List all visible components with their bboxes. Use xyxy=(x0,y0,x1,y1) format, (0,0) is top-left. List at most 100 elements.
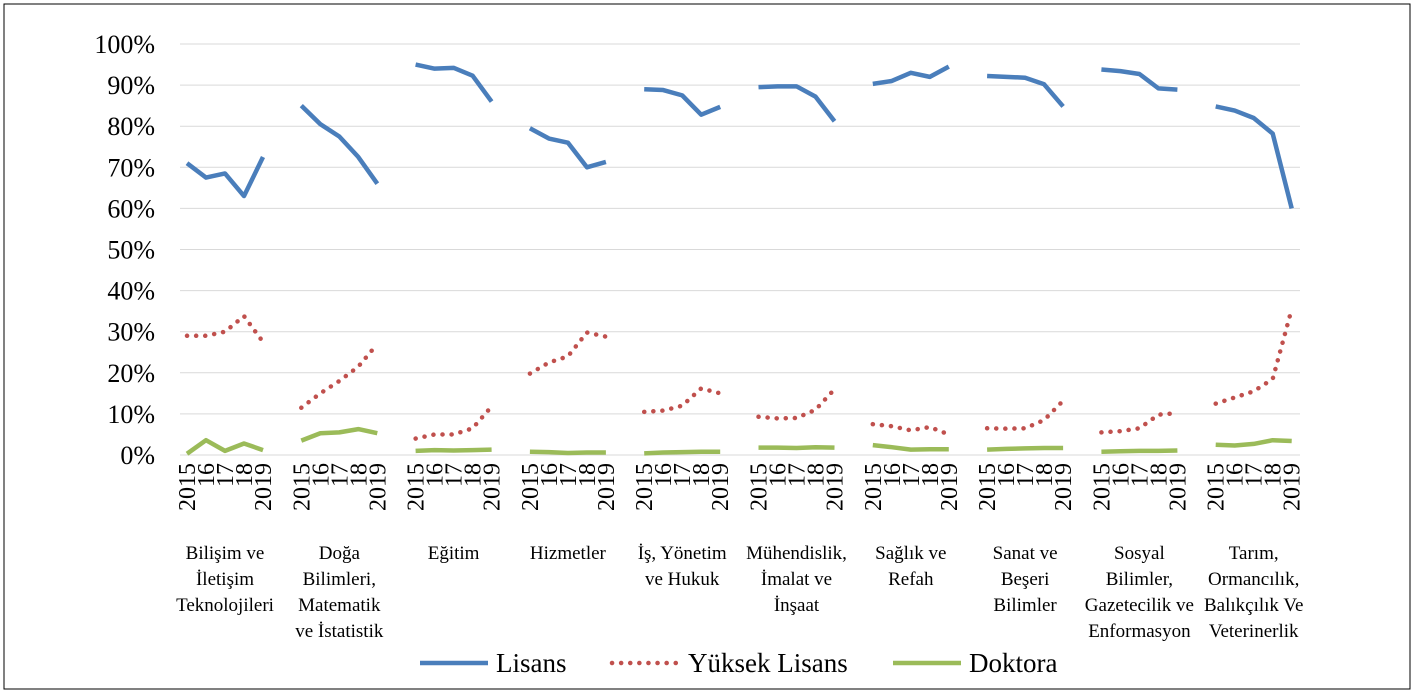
x-tick-label: 16 xyxy=(1223,463,1249,487)
group-label: Sanat ve xyxy=(993,543,1058,564)
series-line xyxy=(529,449,606,456)
y-tick-label: 70% xyxy=(107,153,155,182)
series-line xyxy=(1215,437,1292,448)
group-label: Gazetecilik ve xyxy=(1085,595,1194,616)
x-tick-label: 2019 xyxy=(937,463,963,511)
x-tick-label: 17 xyxy=(1242,463,1268,487)
x-tick-label: 2019 xyxy=(708,463,734,511)
x-tick-label: 18 xyxy=(689,463,715,487)
x-tick-label: 17 xyxy=(556,463,582,487)
x-tick-label: 18 xyxy=(346,463,372,487)
x-tick-label: 18 xyxy=(1261,463,1287,487)
series-line xyxy=(415,447,492,454)
group-label: Refah xyxy=(888,569,934,590)
series-line xyxy=(758,444,835,451)
series-line xyxy=(185,437,264,456)
group-label: Veterinerlik xyxy=(1209,621,1299,642)
legend-label: Yüksek Lisans xyxy=(688,648,848,678)
series-line xyxy=(1101,67,1178,92)
series-line xyxy=(984,398,1066,431)
x-tick-label: 2015 xyxy=(861,463,887,511)
group-label: ve Hukuk xyxy=(645,569,720,590)
group-label: Enformasyon xyxy=(1088,621,1191,642)
series-line xyxy=(415,62,494,103)
series-line xyxy=(872,442,949,452)
x-tick-label: 2015 xyxy=(975,463,1001,511)
x-tick-label: 17 xyxy=(670,463,696,487)
x-tick-label: 16 xyxy=(537,463,563,487)
series-line xyxy=(644,449,721,456)
x-tick-label: 2019 xyxy=(1280,463,1306,511)
x-tick-label: 2015 xyxy=(1204,463,1230,511)
x-tick-label: 18 xyxy=(1146,463,1172,487)
x-tick-label: 16 xyxy=(423,463,449,487)
group-label: Doğa xyxy=(319,543,361,564)
x-tick-label: 18 xyxy=(575,463,601,487)
group-label: Ormancılık, xyxy=(1208,569,1299,590)
x-tick-label: 17 xyxy=(785,463,811,487)
y-tick-label: 20% xyxy=(107,359,155,388)
y-tick-label: 80% xyxy=(107,112,155,141)
group-label: Bilimler, xyxy=(1106,569,1173,590)
group-label: İnşaat xyxy=(774,595,820,616)
x-tick-label: 2015 xyxy=(404,463,430,511)
series-line xyxy=(185,156,266,199)
x-tick-label: 17 xyxy=(442,463,468,487)
group-label: Bilimleri, xyxy=(303,569,376,590)
x-tick-label: 18 xyxy=(461,463,487,487)
series-line xyxy=(184,312,266,345)
series-line xyxy=(299,104,380,186)
series-line xyxy=(872,64,950,87)
group-label: ve İstatistik xyxy=(295,621,384,642)
series-line xyxy=(1099,410,1180,435)
group-label: Eğitim xyxy=(428,543,480,564)
x-tick-label: 2015 xyxy=(175,463,201,511)
x-tick-label: 2019 xyxy=(823,463,849,511)
x-tick-label: 17 xyxy=(213,463,239,487)
series-line xyxy=(641,385,723,415)
x-tick-label: 17 xyxy=(327,463,353,487)
series-line xyxy=(300,426,378,443)
y-tick-label: 40% xyxy=(107,277,155,306)
x-tick-label: 16 xyxy=(1108,463,1134,487)
x-tick-label: 2015 xyxy=(518,463,544,511)
group-label: Tarım, xyxy=(1229,543,1279,564)
group-label: İmalat ve xyxy=(761,569,832,590)
series-line xyxy=(987,73,1065,108)
group-label: Bilimler xyxy=(993,595,1057,616)
y-tick-label: 10% xyxy=(107,400,155,429)
x-tick-label: 17 xyxy=(1013,463,1039,487)
x-tick-label: 18 xyxy=(804,463,830,487)
series-line xyxy=(987,445,1064,452)
group-label: Balıkçılık Ve xyxy=(1204,595,1303,616)
y-tick-label: 60% xyxy=(107,194,155,223)
x-tick-label: 2015 xyxy=(1089,463,1115,511)
group-label: Sağlık ve xyxy=(875,543,946,564)
group-label: Hizmetler xyxy=(530,543,607,564)
x-tick-label: 2019 xyxy=(1165,463,1191,511)
legend-label: Lisans xyxy=(496,648,567,678)
y-tick-label: 100% xyxy=(94,30,155,59)
x-tick-label: 16 xyxy=(308,463,334,487)
x-tick-label: 2015 xyxy=(289,463,315,511)
group-label: Bilişim ve xyxy=(186,543,265,564)
frame xyxy=(3,3,1411,690)
x-tick-label: 2019 xyxy=(251,463,277,511)
series-line xyxy=(1215,104,1294,209)
group-label: İletişim xyxy=(196,569,254,590)
x-tick-label: 16 xyxy=(994,463,1020,487)
x-tick-label: 16 xyxy=(194,463,220,487)
legend-label: Doktora xyxy=(969,648,1057,678)
group-label: İş, Yönetim xyxy=(638,543,727,564)
x-tick-label: 16 xyxy=(766,463,792,487)
series-line xyxy=(870,421,952,437)
series-line xyxy=(644,86,722,117)
series-line xyxy=(1101,448,1178,454)
y-tick-label: 0% xyxy=(120,441,155,470)
group-label: Mühendislik, xyxy=(746,543,847,564)
x-tick-label: 18 xyxy=(1032,463,1058,487)
x-tick-label: 2019 xyxy=(480,463,506,511)
x-tick-label: 18 xyxy=(918,463,944,487)
x-tick-label: 16 xyxy=(880,463,906,487)
